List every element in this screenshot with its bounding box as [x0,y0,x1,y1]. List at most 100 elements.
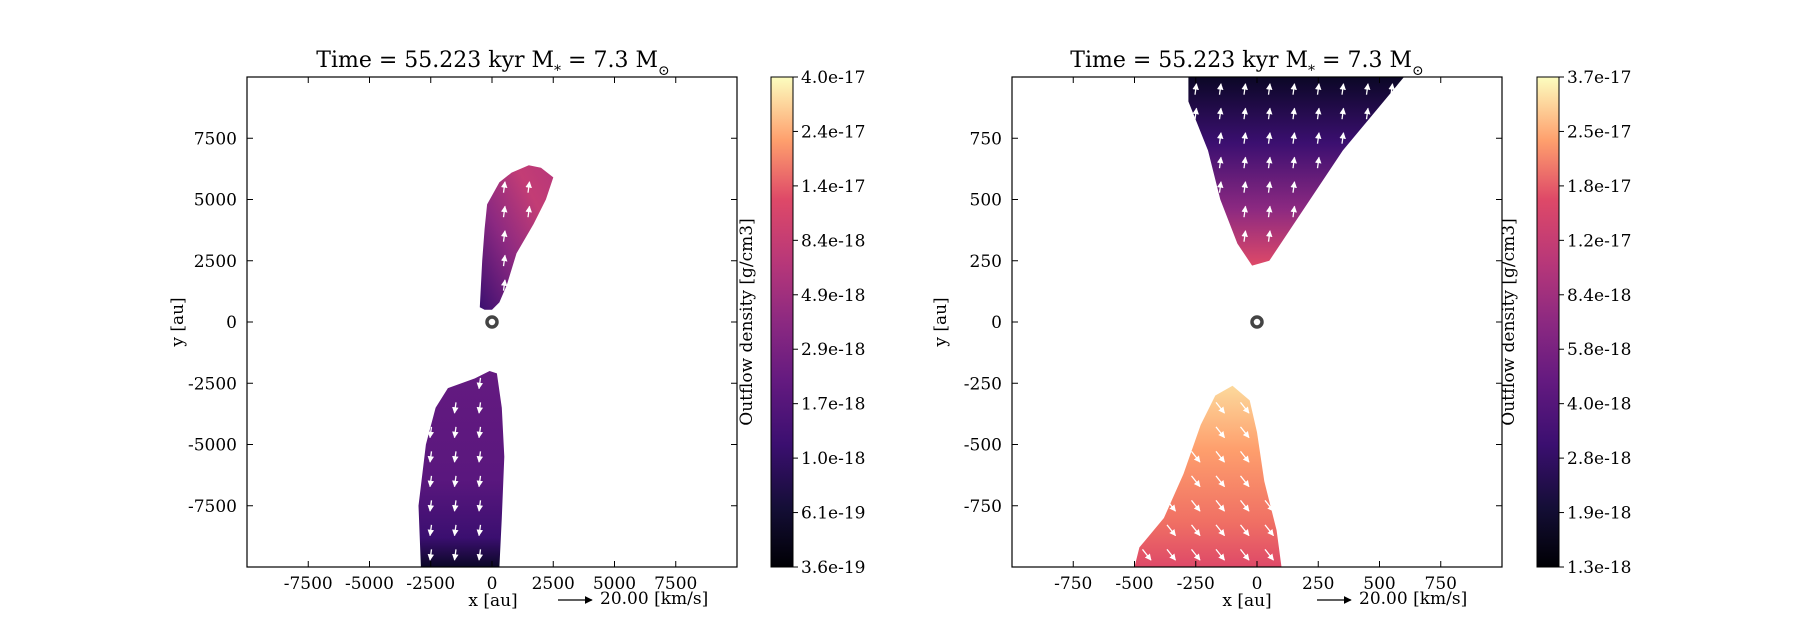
velocity-arrow [427,549,435,561]
left-velocity-arrows [427,181,532,561]
velocity-arrow [1290,181,1297,193]
colorbar-tick-label: 2.5e-17 [1567,122,1631,142]
y-tick-label: 0 [226,313,237,333]
colorbar-tick-label: 4.9e-18 [801,286,865,306]
velocity-arrow [1264,524,1275,537]
right-quiver-key-label: 20.00 [km/s] [1359,589,1467,609]
velocity-arrow [1239,450,1250,463]
velocity-arrow [1290,132,1297,144]
colorbar-tick-label: 8.4e-18 [1567,286,1631,306]
colorbar-tick-label: 1.0e-18 [801,449,865,469]
colorbar-tick-label: 1.7e-18 [801,395,865,415]
velocity-arrow [452,451,459,463]
colorbar-tick-label: 1.9e-18 [1567,504,1631,524]
right-colorbar: 3.7e-17 2.5e-17 1.8e-17 1.2e-17 8.4e-18 5.8e-… [1536,68,1631,578]
colorbar-tick-label: 3.7e-17 [1567,68,1631,88]
left-panel-title: Time = 55.223 kyr M* = 7.3 M⊙ [316,48,669,79]
left-x-axis: -7500 -5000 -2500 0 2500 5000 7500 [284,77,697,594]
velocity-arrow [1239,548,1250,561]
velocity-arrow [427,426,435,439]
velocity-arrow [1363,107,1371,120]
velocity-arrow [1314,156,1322,169]
velocity-arrow [1241,205,1248,218]
velocity-arrow [1265,132,1273,144]
velocity-arrow [452,500,459,512]
velocity-arrow [1166,524,1177,537]
y-tick-label: -250 [964,374,1002,394]
velocity-arrow [476,549,484,561]
velocity-arrow [1264,548,1275,561]
velocity-arrow [1265,107,1273,120]
velocity-arrow [1314,83,1322,95]
velocity-arrow [1290,107,1297,120]
velocity-arrow [525,181,532,193]
lower-lobe-region [1134,385,1282,567]
velocity-arrow [1239,475,1250,488]
right-panel: Time = 55.223 kyr M* = 7.3 M⊙ -750 -500 -2… [931,48,1631,611]
velocity-arrow [476,451,484,463]
velocity-arrow [1265,83,1273,95]
velocity-arrow [1239,426,1250,439]
velocity-arrow [427,500,435,512]
left-quiver-key-label: 20.00 [km/s] [600,589,708,609]
velocity-arrow [1239,401,1250,414]
colorbar-tick-label: 8.4e-18 [801,231,865,251]
colorbar-tick-label: 1.8e-17 [1567,177,1631,197]
velocity-arrow [1141,548,1152,561]
velocity-arrow [1192,107,1199,120]
velocity-arrow [1241,181,1248,193]
x-tick-label: 5000 [593,574,636,594]
velocity-arrow [476,377,484,390]
velocity-arrow [1216,83,1224,95]
velocity-arrow [1314,132,1322,144]
colorbar-tick-label: 2.4e-17 [801,122,865,142]
left-y-axis: 7500 5000 2500 0 -2500 -5000 -7500 [188,129,737,517]
velocity-arrow [476,475,484,488]
velocity-arrow [1241,132,1248,144]
right-x-axis: -750 -500 -250 0 250 500 750 [1054,77,1457,594]
velocity-arrow [476,500,484,512]
x-tick-label: 2500 [532,574,575,594]
right-density-map [1134,77,1404,567]
x-tick-label: -2500 [406,574,455,594]
left-quiver-key: 20.00 [km/s] [558,589,708,609]
left-density-map [418,165,554,567]
velocity-arrow [1215,450,1226,463]
velocity-arrow [1239,524,1250,537]
velocity-arrow [476,426,484,439]
x-tick-label: 500 [1363,574,1395,594]
velocity-arrow [1241,230,1248,242]
velocity-arrow [452,524,459,537]
velocity-arrow [525,205,532,218]
velocity-arrow [427,524,435,537]
velocity-arrow [1388,83,1395,95]
right-x-axis-label: x [au] [1222,591,1271,611]
x-tick-label: -250 [1177,574,1215,594]
x-tick-label: 7500 [654,574,697,594]
velocity-arrow [1215,499,1226,512]
velocity-arrow [1190,524,1201,537]
velocity-arrow [500,279,508,291]
velocity-arrow [500,230,508,242]
velocity-arrow [1215,524,1226,537]
y-tick-label: 5000 [194,191,237,211]
x-tick-label: -7500 [284,574,333,594]
left-y-axis-label: y [au] [168,297,188,347]
y-tick-label: 250 [970,252,1002,272]
velocity-arrow [500,205,508,218]
x-tick-label: 0 [487,574,498,594]
velocity-arrow [1190,450,1201,463]
velocity-arrow [476,524,484,537]
y-tick-label: 7500 [194,129,237,149]
velocity-arrow [1241,107,1248,120]
velocity-arrow [1265,156,1273,169]
velocity-arrow [1216,132,1224,144]
velocity-arrow [1166,548,1177,561]
x-tick-label: 750 [1425,574,1457,594]
velocity-arrow [427,451,435,463]
colorbar-tick-label: 1.3e-18 [1567,558,1631,578]
velocity-arrow [427,475,435,488]
velocity-arrow [1239,499,1250,512]
colorbar-tick-label: 6.1e-19 [801,504,865,524]
